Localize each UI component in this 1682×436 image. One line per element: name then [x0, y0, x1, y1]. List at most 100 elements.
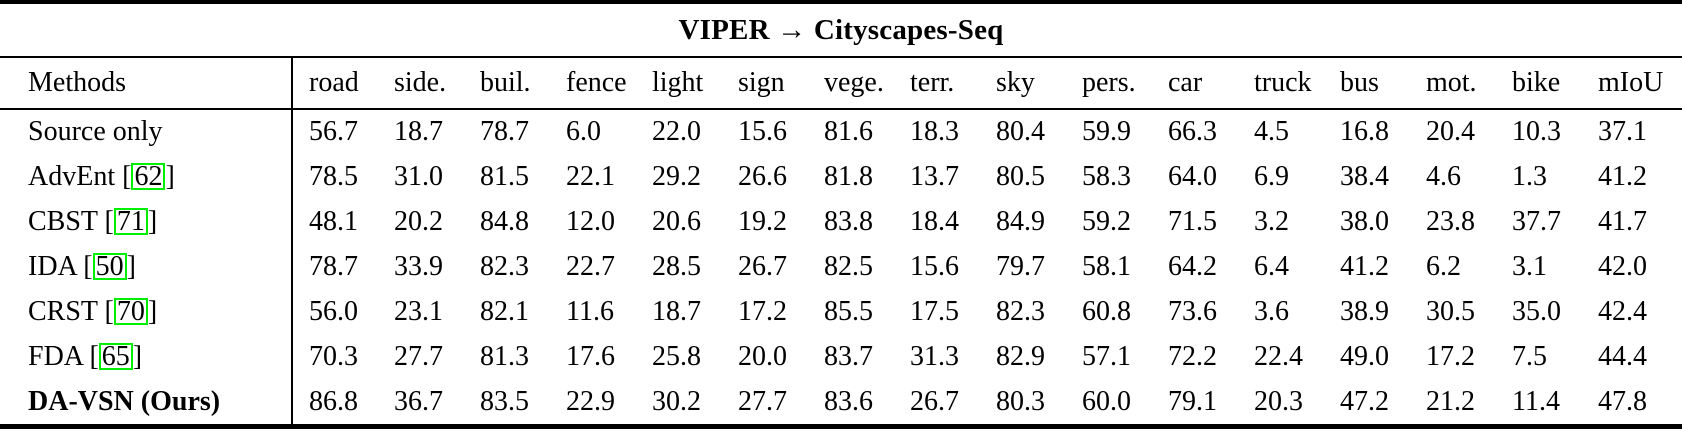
table-title: VIPER → Cityscapes-Seq [678, 13, 1004, 46]
value-cell-car: 72.2 [1168, 340, 1217, 372]
column-header-car: car [1152, 58, 1238, 110]
citation-link[interactable]: 62 [131, 162, 166, 191]
value-cell-side: 36.7 [394, 385, 443, 417]
value-cell-side: 33.9 [394, 250, 443, 282]
value-cell-bus: 41.2 [1340, 250, 1389, 282]
value-cell-mot: 6.2 [1426, 250, 1461, 282]
value-cell-car: 79.1 [1168, 385, 1217, 417]
column-header-miou: mIoU [1582, 58, 1682, 110]
value-cell-pers: 59.2 [1082, 205, 1131, 237]
column-header-methods: Methods [0, 58, 293, 110]
value-cell-mot: 23.8 [1426, 205, 1475, 237]
value-cell-car: 66.3 [1168, 116, 1217, 147]
value-cell-fence: 12.0 [566, 205, 615, 237]
column-header-truck: truck [1238, 58, 1324, 110]
column-header-buil: buil. [464, 58, 550, 110]
value-cell-sign: 26.6 [738, 160, 787, 192]
table-top-rule [0, 0, 1682, 4]
value-cell-light: 28.5 [652, 250, 701, 282]
value-cell-bus: 16.8 [1340, 116, 1389, 147]
value-cell-sign: 27.7 [738, 385, 787, 417]
citation-link[interactable]: 70 [113, 297, 148, 326]
value-cell-buil: 78.7 [480, 116, 529, 147]
value-cell-vege: 81.8 [824, 160, 873, 192]
value-cell-bike: 35.0 [1512, 295, 1561, 327]
method-label: AdvEnt [28, 160, 116, 192]
column-header-terr: terr. [894, 58, 980, 110]
column-header-pers: pers. [1066, 58, 1152, 110]
value-cell-car: 71.5 [1168, 205, 1217, 237]
value-cell-bike: 10.3 [1512, 116, 1561, 147]
value-cell-light: 30.2 [652, 385, 701, 417]
value-cell-buil: 81.5 [480, 160, 529, 192]
column-header-side: side. [378, 58, 464, 110]
citation-link[interactable]: 71 [113, 207, 148, 236]
value-cell-terr: 13.7 [910, 160, 959, 192]
method-label: IDA [28, 250, 77, 282]
citation-link[interactable]: 65 [98, 342, 133, 371]
value-cell-bus: 47.2 [1340, 385, 1389, 417]
value-cell-road: 56.0 [309, 295, 358, 327]
method-cell: DA-VSN (Ours) [0, 379, 293, 424]
value-cell-light: 22.0 [652, 116, 701, 147]
value-cell-miou: 37.1 [1598, 116, 1647, 147]
value-cell-terr: 18.3 [910, 116, 959, 147]
column-header-light: light [636, 58, 722, 110]
value-cell-car: 64.2 [1168, 250, 1217, 282]
value-cell-bike: 37.7 [1512, 205, 1561, 237]
table-row: CBST [71] 48.1 20.2 84.8 12.0 20.6 19.2 83.8 18.… [0, 199, 1682, 244]
table-row: AdvEnt [62] 78.5 31.0 81.5 22.1 29.2 26.6 81.8 1… [0, 154, 1682, 199]
value-cell-fence: 22.9 [566, 385, 615, 417]
value-cell-miou: 44.4 [1598, 340, 1647, 372]
value-cell-sky: 79.7 [996, 250, 1045, 282]
value-cell-vege: 83.7 [824, 340, 873, 372]
value-cell-sign: 19.2 [738, 205, 787, 237]
column-header-bike: bike [1496, 58, 1582, 110]
value-cell-mot: 30.5 [1426, 295, 1475, 327]
value-cell-road: 86.8 [309, 385, 358, 417]
value-cell-light: 29.2 [652, 160, 701, 192]
value-cell-light: 18.7 [652, 295, 701, 327]
column-header-mot: mot. [1410, 58, 1496, 110]
value-cell-miou: 41.2 [1598, 160, 1647, 192]
table-row: FDA [65] 70.3 27.7 81.3 17.6 25.8 20.0 83.7 31.3… [0, 334, 1682, 379]
value-cell-pers: 59.9 [1082, 116, 1131, 147]
value-cell-bike: 7.5 [1512, 340, 1547, 372]
value-cell-terr: 26.7 [910, 385, 959, 417]
value-cell-sign: 26.7 [738, 250, 787, 282]
value-cell-truck: 20.3 [1254, 385, 1303, 417]
value-cell-miou: 47.8 [1598, 385, 1647, 417]
value-cell-road: 70.3 [309, 340, 358, 372]
value-cell-truck: 22.4 [1254, 340, 1303, 372]
value-cell-car: 64.0 [1168, 160, 1217, 192]
method-cell: IDA [50] [0, 244, 293, 289]
value-cell-terr: 31.3 [910, 340, 959, 372]
value-cell-bike: 11.4 [1512, 385, 1560, 417]
value-cell-mot: 17.2 [1426, 340, 1475, 372]
column-header-sky: sky [980, 58, 1066, 110]
value-cell-buil: 84.8 [480, 205, 529, 237]
value-cell-truck: 3.2 [1254, 205, 1289, 237]
table-row: IDA [50] 78.7 33.9 82.3 22.7 28.5 26.7 82.5 15.6… [0, 244, 1682, 289]
column-header-road: road [292, 58, 378, 110]
column-header-fence: fence [550, 58, 636, 110]
citation-link[interactable]: 50 [92, 252, 127, 281]
value-cell-sky: 82.3 [996, 295, 1045, 327]
value-cell-road: 48.1 [309, 205, 358, 237]
method-cell: Source only [0, 109, 293, 154]
value-cell-sign: 15.6 [738, 116, 787, 147]
value-cell-truck: 3.6 [1254, 295, 1289, 327]
value-cell-road: 78.7 [309, 250, 358, 282]
value-cell-fence: 11.6 [566, 295, 614, 327]
value-cell-terr: 15.6 [910, 250, 959, 282]
table-header-row: Methods road side. buil. fence light sign vege.… [0, 58, 1682, 110]
table-bottom-rule [0, 424, 1682, 429]
value-cell-sky: 80.5 [996, 160, 1045, 192]
value-cell-buil: 81.3 [480, 340, 529, 372]
value-cell-buil: 82.1 [480, 295, 529, 327]
value-cell-side: 18.7 [394, 116, 443, 147]
value-cell-light: 20.6 [652, 205, 701, 237]
value-cell-road: 78.5 [309, 160, 358, 192]
value-cell-pers: 58.1 [1082, 250, 1131, 282]
value-cell-pers: 57.1 [1082, 340, 1131, 372]
